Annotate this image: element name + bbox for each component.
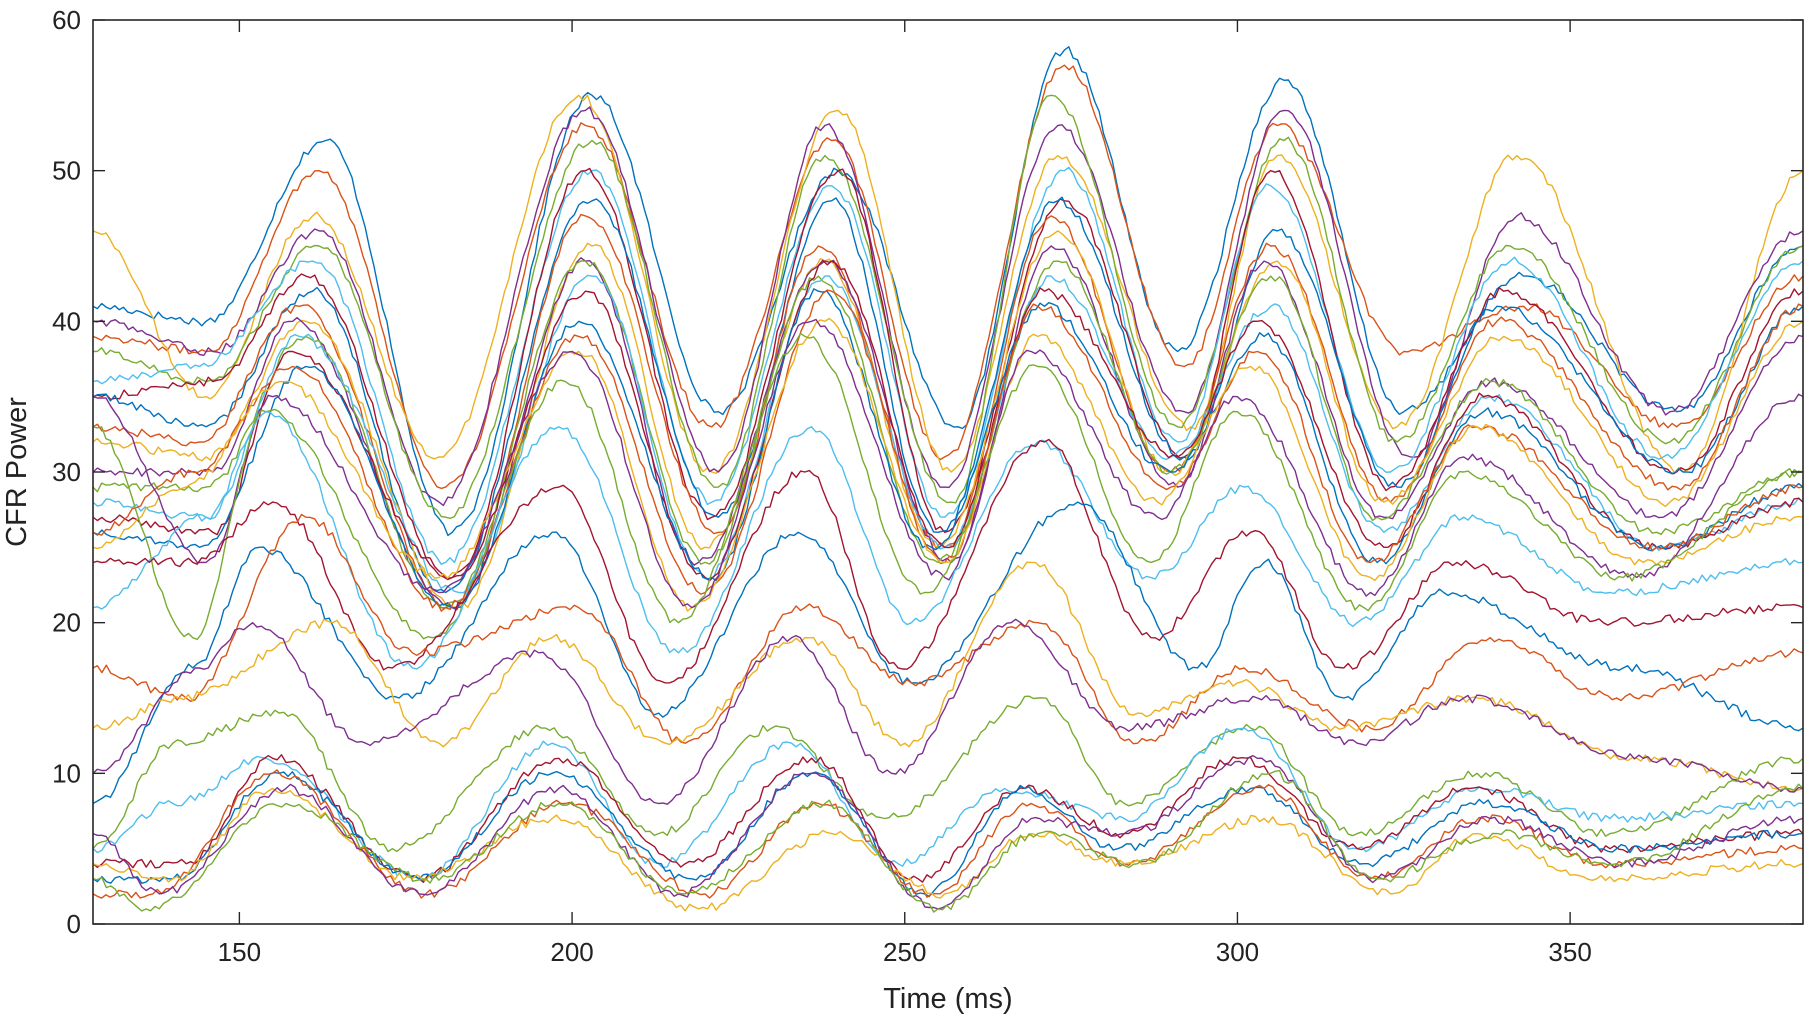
y-tick-label: 10 (52, 758, 81, 788)
y-axis-ticks: 0 10 20 30 40 50 60 (52, 5, 1803, 939)
series-line-23 (92, 513, 1804, 745)
series-line-19 (92, 332, 1804, 641)
series-line-2 (92, 64, 1804, 490)
series-line-17 (92, 317, 1804, 612)
series-line-28 (92, 754, 1804, 883)
series-line-22 (92, 501, 1804, 805)
series-line-6 (92, 166, 1804, 565)
series-line-4 (92, 106, 1804, 507)
y-tick-label: 0 (67, 909, 81, 939)
series-line-7 (92, 167, 1804, 580)
series-line-30 (92, 769, 1804, 899)
y-axis-label: CFR Power (1, 397, 33, 547)
series-line-26 (92, 695, 1804, 853)
y-tick-label: 20 (52, 608, 81, 638)
series-line-24 (92, 561, 1804, 793)
y-tick-label: 50 (52, 156, 81, 186)
series-line-29 (92, 770, 1804, 898)
series-line-25 (92, 618, 1804, 805)
series-line-14 (92, 259, 1804, 582)
series-line-1 (92, 46, 1804, 537)
y-tick-label: 60 (52, 5, 81, 35)
x-tick-label: 350 (1548, 937, 1591, 967)
y-tick-label: 40 (52, 306, 81, 336)
plot-background (93, 20, 1803, 924)
series-line-13 (92, 274, 1804, 594)
x-tick-label: 300 (1216, 937, 1259, 967)
series-line-21 (92, 438, 1804, 684)
series-layer (92, 46, 1804, 913)
series-line-20 (92, 411, 1804, 670)
x-tick-label: 200 (550, 937, 593, 967)
series-line-8 (92, 196, 1804, 594)
series-line-12 (92, 260, 1804, 609)
series-line-3 (92, 94, 1804, 474)
series-line-10 (92, 230, 1804, 609)
x-axis-label: Time (ms) (883, 983, 1012, 1015)
y-tick-label: 30 (52, 457, 81, 487)
x-tick-label: 250 (883, 937, 926, 967)
series-line-15 (92, 288, 1804, 609)
x-axis-ticks: 150 200 250 300 350 (218, 20, 1592, 967)
series-line-5 (92, 94, 1804, 519)
x-tick-label: 150 (218, 937, 261, 967)
series-line-18 (92, 318, 1804, 609)
series-line-33 (92, 769, 1804, 913)
